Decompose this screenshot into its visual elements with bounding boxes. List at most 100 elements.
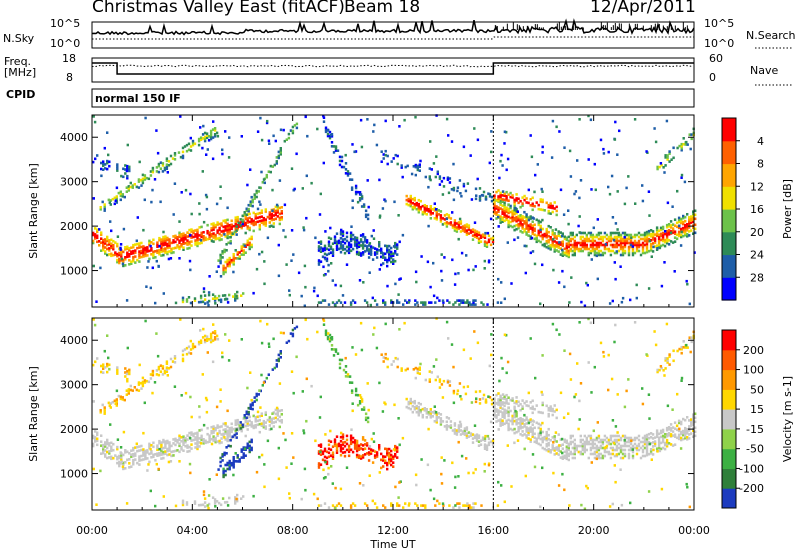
scatter-cell — [348, 375, 352, 378]
scatter-cell — [503, 412, 506, 416]
scatter-cell — [501, 218, 504, 221]
scatter-cell — [555, 408, 558, 412]
scatter-cell — [160, 443, 163, 446]
scatter-cell — [98, 228, 101, 231]
scatter-cell — [569, 452, 572, 456]
scatter-cell — [574, 190, 578, 193]
scatter-cell — [272, 225, 275, 228]
scatter-cell — [513, 212, 516, 216]
scatter-cell — [250, 243, 253, 247]
scatter-cell — [201, 133, 205, 136]
scatter-cell — [156, 354, 160, 358]
scatter-cell — [212, 120, 215, 123]
scatter-cell — [688, 234, 691, 237]
scatter-cell — [529, 420, 532, 423]
scatter-cell — [131, 186, 134, 189]
scatter-cell — [621, 296, 625, 300]
scatter-cell — [680, 142, 683, 146]
scatter-cell — [457, 237, 460, 241]
scatter-cell — [351, 450, 355, 454]
scatter-cell — [513, 427, 516, 431]
scatter-cell — [641, 448, 645, 452]
scatter-cell — [547, 437, 550, 441]
scatter-cell — [386, 449, 389, 453]
scatter-cell — [396, 243, 399, 246]
scatter-cell — [583, 450, 586, 454]
scatter-cell — [264, 425, 267, 428]
scatter-cell — [166, 252, 169, 256]
scatter-cell — [326, 132, 330, 136]
scatter-cell — [684, 436, 687, 440]
scatter-cell — [507, 225, 510, 229]
scatter-cell — [135, 442, 138, 446]
scatter-cell — [196, 244, 199, 248]
scatter-cell — [680, 235, 683, 239]
scatter-cell — [415, 406, 418, 410]
scatter-cell — [577, 450, 580, 454]
scatter-cell — [162, 456, 165, 460]
scatter-cell — [507, 215, 510, 219]
scatter-cell — [529, 428, 532, 431]
scatter-cell — [138, 254, 141, 257]
scatter-cell — [157, 162, 161, 166]
scatter-cell — [516, 210, 519, 213]
scatter-cell — [417, 401, 420, 405]
scatter-cell — [599, 444, 603, 448]
scatter-cell — [473, 231, 477, 234]
scatter-cell — [96, 230, 99, 234]
scatter-cell — [503, 194, 506, 198]
scatter-cell — [114, 241, 117, 244]
scatter-cell — [672, 146, 675, 150]
scatter-cell — [202, 290, 206, 294]
scatter-cell — [126, 143, 129, 147]
scatter-cell — [601, 438, 605, 442]
scatter-cell — [121, 193, 124, 196]
scatter-cell — [234, 496, 237, 499]
scatter-cell — [680, 345, 683, 349]
scatter-cell — [623, 236, 626, 239]
scatter-cell — [386, 250, 389, 254]
scatter-cell — [467, 268, 470, 272]
scatter-cell — [201, 336, 205, 339]
scatter-cell — [207, 299, 211, 303]
scatter-cell — [169, 257, 173, 260]
scatter-cell — [411, 197, 414, 201]
scatter-cell — [679, 447, 683, 450]
scatter-cell — [547, 224, 550, 228]
scatter-cell — [200, 235, 203, 239]
scatter-cell — [106, 334, 109, 337]
scatter-cell — [637, 444, 641, 448]
scatter-cell — [340, 159, 344, 163]
scatter-cell — [390, 459, 393, 463]
scatter-cell — [260, 211, 263, 214]
scatter-cell — [660, 163, 663, 167]
scatter-cell — [506, 241, 509, 244]
scatter-cell — [491, 236, 495, 240]
scatter-cell — [452, 186, 456, 190]
scatter-cell — [555, 235, 558, 238]
scatter-cell — [149, 489, 152, 493]
scatter-cell — [692, 435, 695, 438]
scatter-cell — [391, 301, 394, 304]
scatter-cell — [655, 228, 659, 231]
scatter-cell — [152, 254, 155, 258]
scatter-cell — [102, 162, 105, 165]
scatter-cell — [224, 229, 227, 232]
scatter-cell — [680, 351, 683, 355]
scatter-cell — [613, 454, 617, 458]
scatter-cell — [419, 402, 422, 406]
scatter-cell — [110, 244, 113, 248]
scatter-cell — [388, 459, 391, 463]
scatter-cell — [645, 439, 649, 443]
scatter-cell — [262, 421, 265, 425]
scatter-cell — [499, 199, 502, 202]
scatter-cell — [214, 426, 217, 430]
scatter-cell — [282, 331, 285, 335]
scatter-cell — [397, 496, 400, 499]
scatter-cell — [413, 204, 416, 208]
scatter-cell — [212, 232, 215, 235]
scatter-cell — [615, 448, 619, 452]
scatter-cell — [563, 456, 566, 460]
scatter-cell — [694, 416, 697, 420]
scatter-cell — [561, 269, 564, 273]
